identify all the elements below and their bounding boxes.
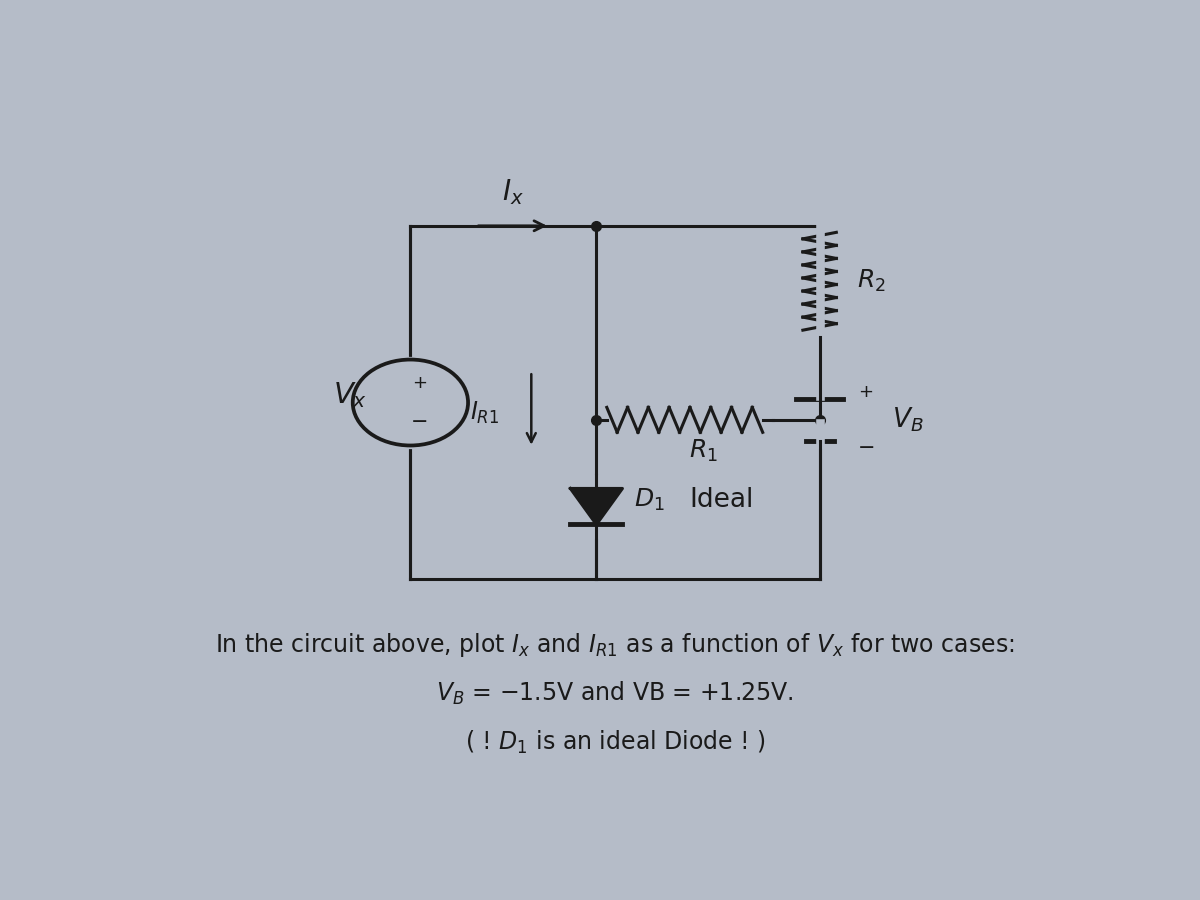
Text: $R_2$: $R_2$ [857, 268, 886, 294]
Text: −: − [857, 437, 875, 457]
Text: $V_B$: $V_B$ [892, 406, 924, 434]
Text: In the circuit above, plot $I_x$ and $I_{R1}$ as a function of $V_x$ for two cas: In the circuit above, plot $I_x$ and $I_… [215, 631, 1015, 659]
Text: $V_x$: $V_x$ [332, 381, 367, 410]
Text: −: − [410, 412, 428, 432]
Text: $R_1$: $R_1$ [689, 438, 718, 464]
Text: +: + [859, 383, 874, 401]
Text: $I_x$: $I_x$ [502, 177, 523, 207]
Text: $I_{R1}$: $I_{R1}$ [470, 400, 499, 426]
Text: +: + [413, 374, 427, 392]
Text: ( ! $D_1$ is an ideal Diode ! ): ( ! $D_1$ is an ideal Diode ! ) [464, 728, 766, 756]
Polygon shape [570, 489, 623, 525]
Text: $V_B$ = $-$1.5V and VB = +1.25V.: $V_B$ = $-$1.5V and VB = +1.25V. [437, 680, 793, 707]
Text: $D_1$: $D_1$ [634, 486, 665, 513]
Text: Ideal: Ideal [689, 487, 754, 512]
